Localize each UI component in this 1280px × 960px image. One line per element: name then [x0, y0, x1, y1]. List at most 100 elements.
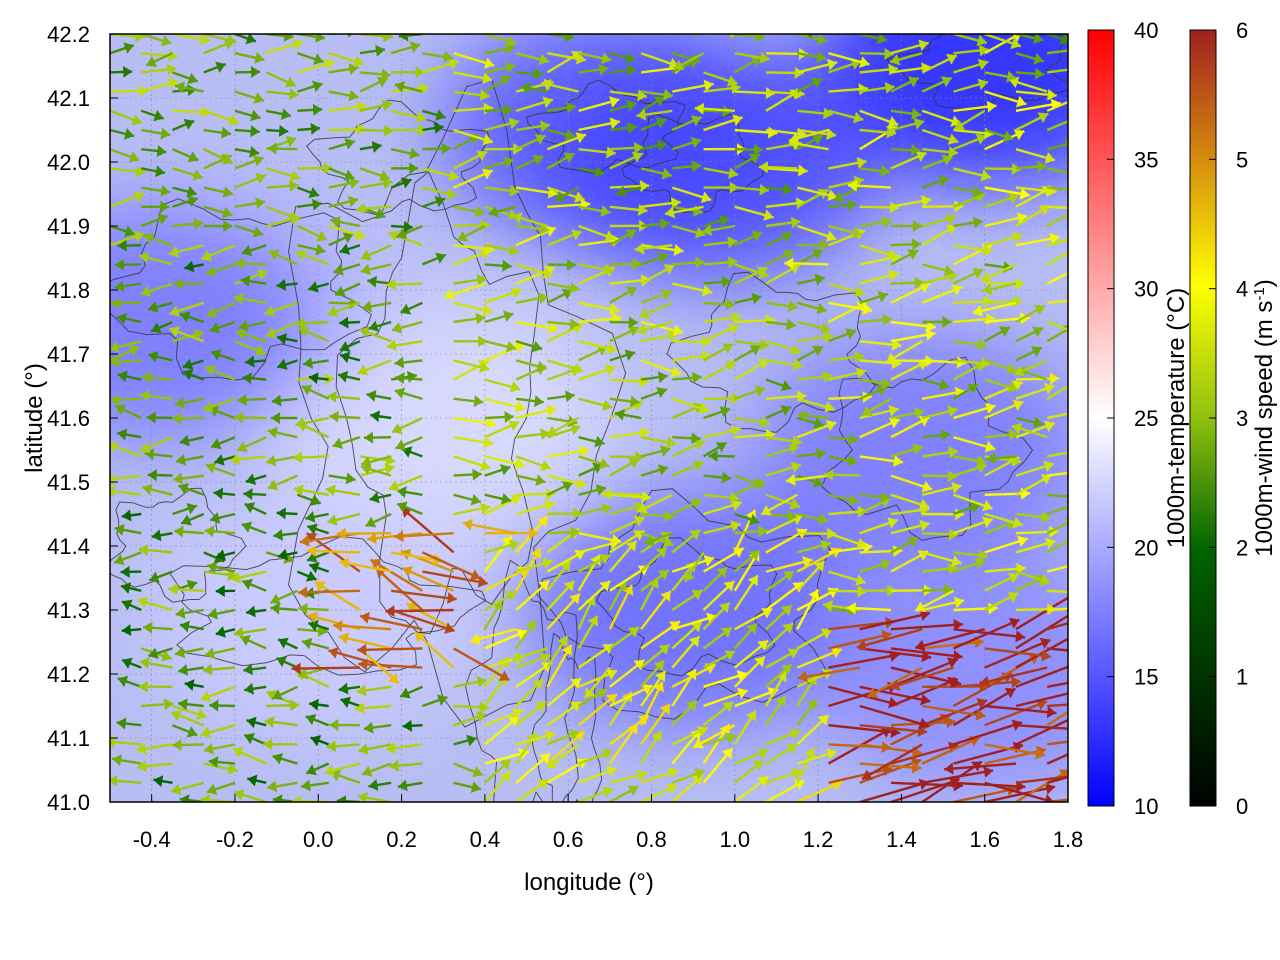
plot-area — [88, 21, 1069, 803]
wind-arrow-head — [626, 99, 637, 112]
wind-arrow-head — [174, 525, 184, 538]
x-tick-label: 0.2 — [386, 827, 417, 852]
wind-arrow-head — [413, 21, 423, 32]
wind-arrow — [110, 485, 142, 498]
wind-arrow-head — [88, 687, 99, 698]
wind-arrow — [484, 103, 513, 116]
wind-arrow — [215, 626, 236, 638]
wind-arrow — [386, 742, 423, 755]
wind-arrow-shaft — [359, 614, 423, 631]
wind-arrow-head — [444, 288, 455, 301]
wind-arrow-head — [601, 502, 612, 515]
wind-arrow-head — [121, 509, 132, 522]
wind-arrow — [138, 251, 173, 266]
wind-arrow-shaft — [1047, 68, 1068, 74]
wind-arrow — [828, 328, 857, 343]
wind-arrow — [243, 663, 267, 676]
wind-arrow-head — [244, 682, 255, 695]
wind-arrow — [116, 717, 142, 730]
wind-arrow — [110, 736, 142, 749]
wind-arrow-head — [1046, 706, 1057, 719]
wind-arrow — [265, 38, 304, 55]
y-axis-ticks: 41.041.141.241.341.441.541.641.741.841.9… — [47, 22, 118, 815]
wind-arrow — [921, 596, 965, 612]
wind-arrow-head — [243, 663, 254, 676]
wind-arrow — [890, 76, 920, 93]
wind-arrow — [140, 282, 173, 297]
wind-arrow — [267, 142, 298, 155]
wind-arrow — [788, 128, 829, 145]
wind-arrow-head — [263, 738, 273, 751]
wind-arrow-head — [243, 488, 253, 501]
wind-arrow — [765, 216, 801, 229]
wind-arrow-head — [505, 35, 516, 47]
wind-arrow — [111, 754, 142, 767]
wind-arrow-head — [847, 454, 858, 467]
wind-arrow-head — [1008, 617, 1020, 629]
wind-arrow — [859, 685, 931, 706]
wind-arrow-head — [207, 561, 218, 574]
wind-arrow — [200, 685, 236, 703]
wind-arrow — [797, 666, 860, 683]
wind-arrow — [885, 340, 923, 364]
wind-arrow-head — [625, 286, 637, 298]
wind-arrow — [953, 44, 989, 57]
wind-arrow-head — [750, 56, 762, 67]
wind-arrow — [422, 167, 460, 182]
wind-arrow-head — [366, 390, 377, 402]
wind-arrow-head — [492, 600, 503, 611]
wind-arrow-head — [656, 139, 667, 152]
wind-arrow-head — [625, 51, 636, 64]
wind-arrow-head — [736, 670, 748, 682]
wind-arrow-head — [270, 593, 282, 605]
wind-arrow — [634, 242, 673, 255]
wind-arrow — [553, 186, 580, 202]
wind-arrow — [234, 257, 267, 270]
wind-arrow-head — [160, 184, 171, 197]
wind-arrow — [325, 484, 361, 497]
wind-arrow-head — [173, 277, 183, 290]
wind-arrow — [796, 248, 824, 266]
wind-arrow — [297, 198, 322, 211]
wind-arrow-head — [912, 443, 923, 455]
wind-arrow-head — [245, 473, 257, 485]
wind-arrow — [608, 579, 627, 611]
wind-arrow — [296, 570, 318, 582]
wind-arrow — [114, 523, 142, 536]
wind-arrow — [547, 445, 590, 458]
wind-arrow-head — [825, 419, 837, 432]
wind-arrow-head — [267, 426, 278, 439]
wind-arrow — [110, 435, 111, 438]
wind-arrow-head — [472, 468, 482, 481]
wind-arrow-head — [573, 507, 583, 520]
wind-arrow-shaft — [110, 531, 111, 534]
wind-arrow-head — [599, 553, 611, 565]
wind-arrow — [765, 556, 813, 573]
wind-arrow-head — [144, 448, 155, 461]
wind-arrow-head — [309, 562, 320, 574]
wind-arrow — [609, 258, 642, 271]
wind-arrow-head — [780, 605, 792, 616]
y-tick-label: 41.3 — [47, 598, 90, 623]
wind-arrow-head — [731, 499, 742, 511]
wind-arrow-head — [186, 502, 197, 515]
wind-arrow-shaft — [401, 566, 455, 592]
wind-arrow-head — [329, 410, 339, 423]
wind-arrow — [547, 390, 575, 403]
wind-arrow-head — [564, 128, 575, 141]
wind-arrow-shaft — [545, 801, 548, 802]
wind-arrow-head — [1031, 346, 1042, 358]
wind-arrow — [546, 729, 580, 746]
wind-arrow-head — [641, 683, 653, 695]
wind-arrow-shaft — [861, 743, 923, 781]
wind-arrow — [110, 762, 111, 764]
wind-arrow — [241, 578, 267, 592]
wind-arrow-shaft — [110, 629, 111, 631]
wind-arrow — [244, 502, 267, 516]
wind-arrow-head — [359, 326, 371, 339]
wind-arrow-shaft — [1047, 647, 1068, 652]
wind-arrow — [702, 566, 728, 592]
wind-arrow-head — [276, 507, 286, 520]
wind-arrow — [213, 487, 236, 500]
